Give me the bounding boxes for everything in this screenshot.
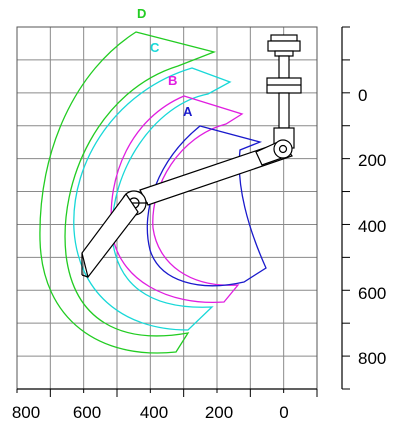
zone-label-a: A [183, 104, 193, 119]
y-tick-label: 200 [358, 151, 386, 170]
x-tick-label: 200 [205, 403, 233, 422]
zone-b-envelope [110, 95, 244, 304]
x-tick-label: 600 [73, 403, 101, 422]
y-tick-label: 600 [358, 284, 386, 303]
y-tick-label: 800 [358, 349, 386, 368]
x-tick-label: 0 [279, 403, 288, 422]
forearm [81, 192, 139, 279]
zone-d-envelope [39, 31, 217, 354]
x-tick-label: 800 [12, 403, 40, 422]
upper-arm [139, 139, 293, 206]
zone-a-envelope [146, 125, 267, 287]
zone-c-envelope [73, 67, 232, 331]
zone-label-d: D [137, 6, 146, 21]
zone-label-c: C [150, 40, 160, 55]
y-tick-label: 0 [358, 86, 367, 105]
x-axis: 800 600 400 200 0 [12, 388, 318, 422]
column-mount [266, 34, 302, 149]
y-axis: 0 200 400 600 800 [341, 26, 386, 390]
x-tick-label: 400 [140, 403, 168, 422]
zone-label-b: B [168, 73, 177, 88]
y-tick-label: 400 [358, 217, 386, 236]
